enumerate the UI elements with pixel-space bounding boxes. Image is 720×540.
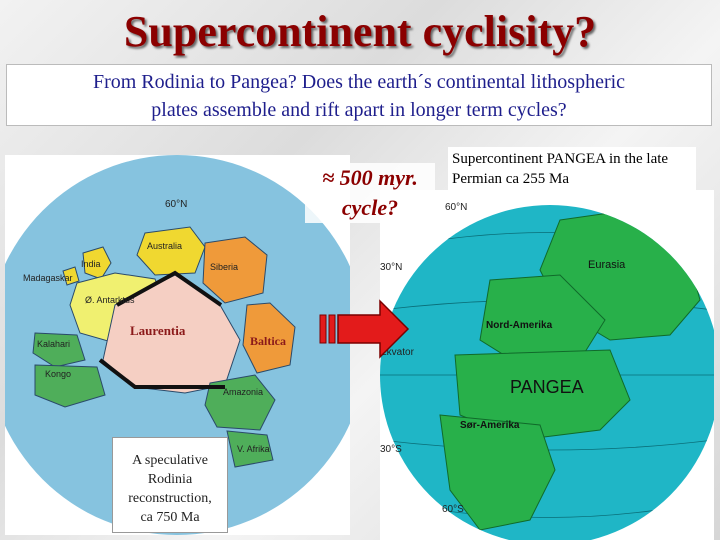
antarctica-label: Ø. Antarktus	[85, 295, 135, 305]
baltica-landmass	[242, 302, 296, 374]
pangea-lat30n-label: 30°N	[380, 262, 402, 273]
rodinia-caption-line-4: ca 750 Ma	[140, 510, 200, 525]
pangea-caption: Supercontinent PANGEA in the late Permia…	[448, 147, 696, 191]
rodinia-lat60-label: 60°N	[165, 199, 187, 210]
australia-landmass	[136, 226, 206, 276]
rodinia-caption: A speculative Rodinia reconstruction, ca…	[112, 437, 228, 533]
right-arrow-icon	[319, 299, 410, 359]
pangea-lat60n-label: 60°N	[445, 202, 467, 213]
india-label: India	[81, 259, 101, 269]
sor-amerika-landmass	[439, 414, 556, 531]
kongo-landmass	[34, 364, 106, 408]
pangea-lat30s-label: 30°S	[380, 444, 402, 455]
kalahari-landmass	[32, 332, 86, 368]
v-afrika-label: V. Afrika	[237, 444, 270, 454]
rift-line	[98, 270, 225, 389]
cycle-line-2: cycle?	[341, 195, 399, 220]
eurasia-label: Eurasia	[588, 259, 626, 271]
kongo-label: Kongo	[45, 369, 71, 379]
pangea-lat60s-label: 60°S	[442, 504, 464, 515]
rodinia-caption-line-2: Rodinia	[147, 472, 193, 487]
v-afrika-landmass	[226, 430, 274, 468]
pangea-globe: 60°N 30°N Ekvator 30°S 60°S Eurasia Nord…	[380, 190, 714, 540]
laurentia-label: Laurentia	[130, 323, 186, 338]
madagaskar-landmass	[62, 266, 80, 286]
rodinia-caption-line-1: A speculative	[132, 453, 208, 468]
cycle-label: ≈ 500 myr. cycle?	[305, 163, 435, 223]
nord-amerika-label: Nord-Amerika	[486, 320, 553, 331]
madagaskar-label: Madagaskar	[23, 273, 73, 283]
slide-title: Supercontinent cyclisity?	[123, 7, 597, 56]
australia-label: Australia	[147, 241, 182, 251]
amazonia-label: Amazonia	[223, 387, 263, 397]
cycle-line-1: ≈ 500 myr.	[322, 165, 418, 190]
rodinia-caption-line-3: reconstruction,	[128, 491, 212, 506]
subtitle-line-1: From Rodinia to Pangea? Does the earth´s…	[92, 71, 626, 93]
subtitle-box: From Rodinia to Pangea? Does the earth´s…	[6, 64, 712, 126]
pangea-equator-label: Ekvator	[380, 347, 415, 358]
kalahari-label: Kalahari	[37, 339, 70, 349]
rodinia-globe: 60°N Australia India Madagaskar Ø. Antar…	[5, 155, 350, 535]
india-landmass	[82, 246, 112, 280]
sor-amerika-label: Sør-Amerika	[460, 420, 520, 431]
siberia-landmass	[202, 236, 268, 304]
pangea-label: PANGEA	[510, 377, 584, 397]
subtitle-line-2: plates assemble and rift apart in longer…	[151, 99, 567, 121]
baltica-label: Baltica	[250, 334, 286, 348]
pangea-south-landmass	[454, 349, 631, 441]
siberia-label: Siberia	[210, 262, 238, 272]
